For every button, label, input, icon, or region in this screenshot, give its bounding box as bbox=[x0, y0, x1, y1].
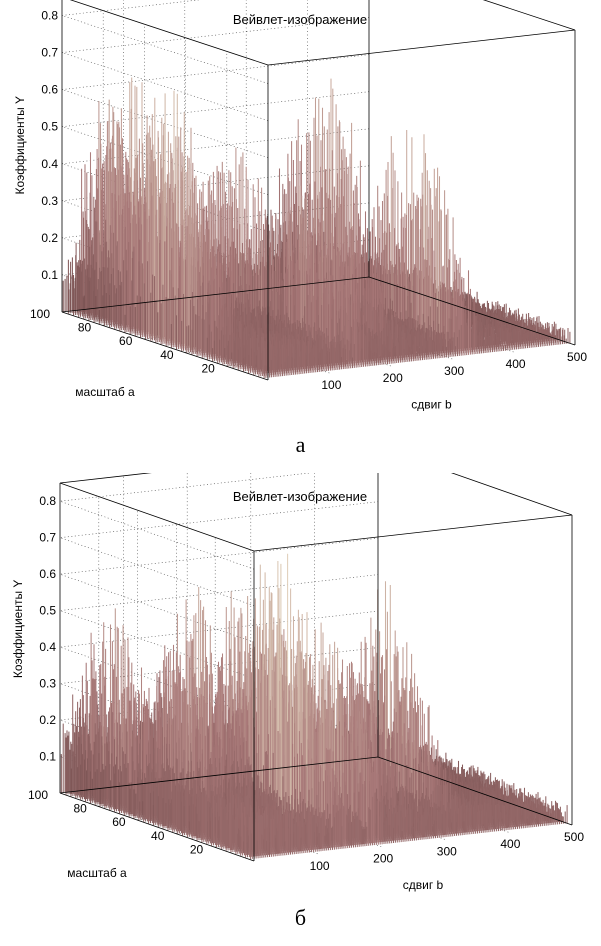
axes-box bbox=[59, 473, 573, 862]
y-tick-label: 100 bbox=[30, 307, 50, 321]
figure-b: 0.1 0.2 0.3 0.4 0.5 0.6 0.7 0.8 20 40 60 80 100 100 20… bbox=[0, 473, 601, 946]
y-tick-label: 40 bbox=[160, 348, 174, 362]
surface-plot-b: 0.1 0.2 0.3 0.4 0.5 0.6 0.7 0.8 20 40 60 80 100 100 20… bbox=[11, 473, 584, 892]
x-tick-label: 400 bbox=[506, 357, 526, 371]
y-tick-label: 20 bbox=[201, 361, 215, 375]
z-tick-label: 0.7 bbox=[39, 531, 56, 545]
axes-box bbox=[61, 0, 576, 381]
x-tick-label: 400 bbox=[500, 837, 520, 851]
z-tick-label: 0.2 bbox=[41, 231, 58, 245]
x-tick-label: 500 bbox=[564, 830, 584, 844]
y-tick-label: 80 bbox=[73, 802, 87, 816]
z-tick-label: 0.6 bbox=[39, 567, 56, 581]
z-tick-label: 0.4 bbox=[39, 640, 56, 654]
x-axis-label: сдвиг b bbox=[403, 878, 444, 892]
z-axis-label: Коэффициенты Y bbox=[13, 96, 27, 195]
y-tick-label: 100 bbox=[28, 788, 48, 802]
z-tick-label: 0.8 bbox=[39, 494, 56, 508]
x-tick-label: 500 bbox=[567, 350, 587, 364]
y-tick-label: 20 bbox=[190, 842, 204, 856]
chart-title: Вейвлет-изображение bbox=[233, 489, 367, 504]
surface-plot-a: 0.1 0.2 0.3 0.4 0.5 0.6 0.7 0.8 20 40 60 80 100 100 20… bbox=[13, 0, 587, 412]
z-tick-label: 0.4 bbox=[41, 157, 58, 171]
x-tick-label: 300 bbox=[437, 844, 457, 858]
x-axis-label: сдвиг b bbox=[411, 398, 452, 412]
tick-labels: 0.1 0.2 0.3 0.4 0.5 0.6 0.7 0.8 20 40 60 80 100 100 20… bbox=[28, 494, 584, 873]
x-tick-label: 300 bbox=[444, 364, 464, 378]
figure-a: 0.1 0.2 0.3 0.4 0.5 0.6 0.7 0.8 20 40 60 80 100 100 20… bbox=[13, 0, 587, 457]
chart-title: Вейвлет-изображение bbox=[233, 12, 367, 27]
z-tick-label: 0.7 bbox=[41, 46, 58, 60]
y-axis-label: масштаб a bbox=[67, 866, 127, 880]
x-tick-label: 100 bbox=[321, 378, 341, 392]
x-tick-label: 200 bbox=[383, 371, 403, 385]
tick-labels: 0.1 0.2 0.3 0.4 0.5 0.6 0.7 0.8 20 40 60 80 100 100 20… bbox=[30, 9, 587, 393]
z-tick-label: 0.5 bbox=[41, 120, 58, 134]
z-tick-label: 0.3 bbox=[41, 194, 58, 208]
panel-label-b: б bbox=[294, 905, 307, 930]
x-tick-label: 200 bbox=[373, 852, 393, 866]
panel-label-a: а bbox=[295, 432, 306, 457]
z-tick-label: 0.6 bbox=[41, 83, 58, 97]
wavelet-surface bbox=[62, 77, 571, 379]
wavelet-surface bbox=[60, 553, 568, 860]
z-tick-label: 0.2 bbox=[39, 713, 56, 727]
y-tick-label: 60 bbox=[119, 334, 133, 348]
z-tick-label: 0.8 bbox=[41, 9, 58, 23]
z-tick-label: 0.1 bbox=[39, 750, 56, 764]
x-tick-label: 100 bbox=[310, 859, 330, 873]
z-tick-label: 0.5 bbox=[39, 604, 56, 618]
z-axis-label: Коэффициенты Y bbox=[11, 580, 25, 679]
z-tick-label: 0.3 bbox=[39, 677, 56, 691]
y-axis-label: масштаб a bbox=[75, 385, 135, 399]
y-tick-label: 40 bbox=[151, 829, 165, 843]
y-tick-label: 80 bbox=[78, 321, 92, 335]
z-tick-label: 0.1 bbox=[41, 268, 58, 282]
y-tick-label: 60 bbox=[112, 815, 126, 829]
